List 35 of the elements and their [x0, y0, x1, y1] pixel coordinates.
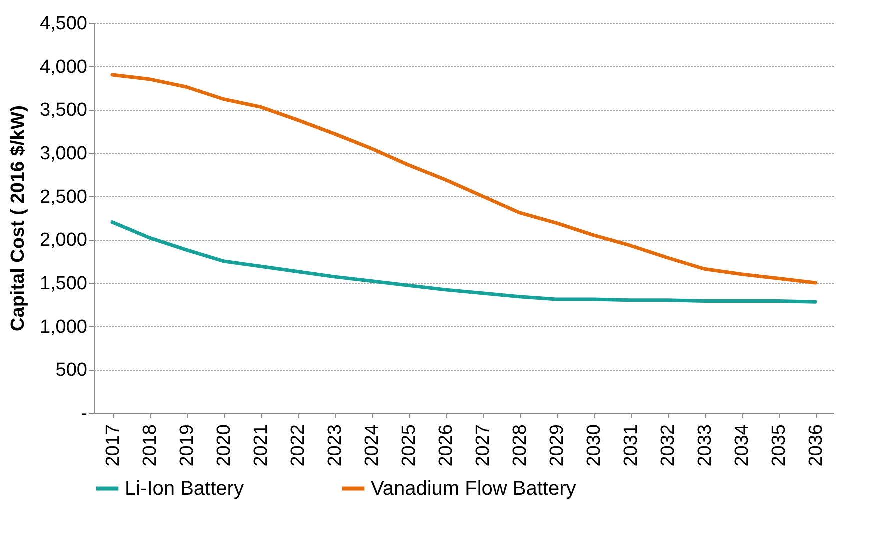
x-tick-label: 2032 — [658, 424, 679, 467]
x-tick-label: 2030 — [584, 424, 605, 467]
x-tick-label: 2021 — [251, 424, 272, 467]
y-tick-label: 3,000 — [40, 144, 88, 164]
x-tick-label: 2028 — [510, 424, 531, 467]
y-tick-label: 2,500 — [40, 186, 88, 208]
x-tick-label: 2027 — [473, 424, 494, 467]
y-tick-label: 3,500 — [40, 100, 88, 122]
y-tick-label: 1,000 — [40, 316, 88, 338]
legend-label: Li-Ion Battery — [125, 478, 244, 500]
y-tick-label: 2,000 — [40, 230, 88, 252]
x-tick-label: 2034 — [732, 424, 753, 467]
y-tick-label: 500 — [56, 360, 88, 382]
x-tick-label: 2029 — [547, 424, 568, 467]
y-tick-label: 4,500 — [40, 14, 88, 34]
y-tick-label: - — [81, 404, 88, 424]
x-tick-label: 2033 — [695, 424, 716, 467]
legend-label: Vanadium Flow Battery — [371, 478, 576, 500]
x-tick-label: 2019 — [177, 424, 198, 467]
x-tick-label: 2020 — [214, 424, 235, 467]
x-tick-label: 2036 — [806, 424, 827, 467]
y-tick-label: 1,500 — [40, 274, 88, 294]
x-tick-label: 2017 — [103, 424, 124, 467]
y-tick-label: 4,000 — [40, 56, 88, 78]
x-tick-label: 2022 — [288, 424, 309, 467]
x-tick-label: 2024 — [362, 424, 383, 467]
x-tick-label: 2025 — [399, 424, 420, 467]
x-tick-label: 2026 — [436, 424, 457, 467]
x-tick-label: 2023 — [325, 424, 346, 467]
line-series — [110, 73, 818, 285]
x-tick-label: 2018 — [140, 424, 161, 467]
x-tick-label: 2035 — [769, 424, 790, 467]
x-tick-label: 2031 — [621, 424, 642, 467]
line-series — [110, 220, 818, 304]
y-axis-title: Capital Cost ( 2016 $/kW) — [8, 106, 29, 332]
